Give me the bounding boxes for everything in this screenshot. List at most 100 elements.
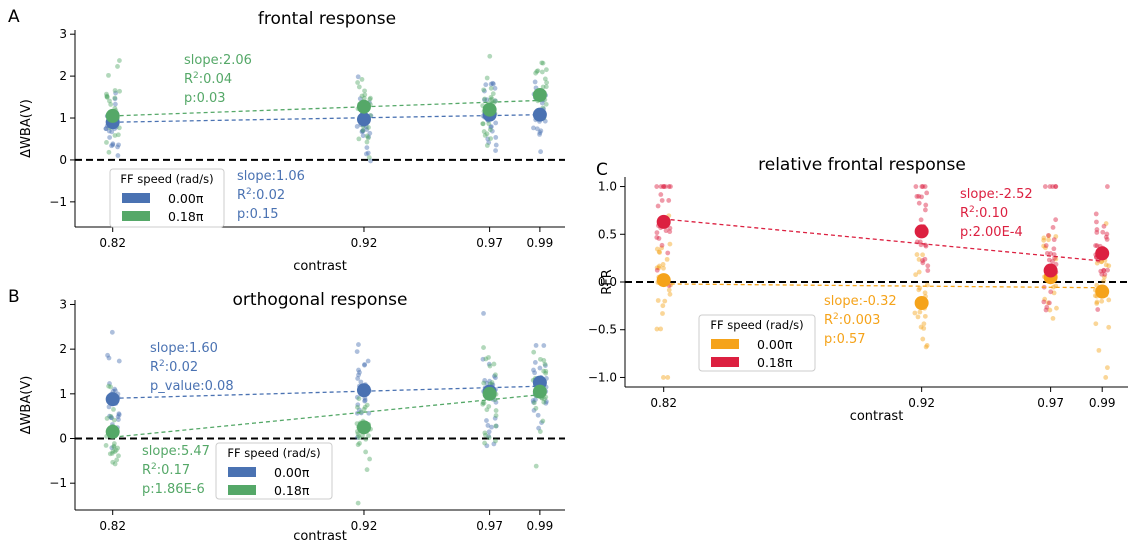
data-point (484, 97, 490, 103)
data-point (116, 125, 122, 131)
data-point (366, 433, 371, 439)
legend: FF speed (rad/s) 0.00π 0.18π (698, 314, 816, 372)
data-point (107, 135, 113, 140)
data-point (355, 376, 361, 381)
data-point (109, 445, 115, 451)
data-point (917, 309, 923, 315)
stats-text: p_value:0.08 (150, 379, 234, 394)
stats-text: p:0.57 (824, 332, 866, 347)
data-point (667, 229, 673, 235)
mean-marker (532, 384, 547, 399)
data-point (543, 101, 549, 107)
data-point (922, 290, 928, 296)
data-point (540, 84, 546, 90)
data-point (1101, 223, 1107, 229)
data-point (664, 256, 670, 262)
data-point (355, 435, 360, 440)
data-point (493, 408, 499, 413)
y-axis-label: ΔWBA(V) (19, 376, 34, 435)
data-point (1053, 234, 1059, 239)
data-point (491, 441, 497, 447)
data-point (667, 241, 673, 247)
data-point (357, 440, 362, 446)
data-point (1041, 237, 1047, 243)
chart-title: orthogonal response (233, 290, 408, 310)
data-point (116, 412, 122, 418)
data-point (920, 336, 926, 342)
data-point (362, 92, 368, 98)
data-point (360, 128, 365, 134)
data-point (925, 263, 931, 269)
data-point (537, 132, 542, 137)
panel-letter: A (8, 7, 20, 27)
data-point (543, 400, 549, 406)
data-point (365, 358, 371, 364)
data-point (109, 450, 115, 456)
y-tick-label: 3 (59, 297, 67, 311)
fit-line-green (112, 394, 540, 438)
data-point (483, 432, 488, 438)
data-point (531, 125, 536, 131)
x-tick-label: 0.82 (99, 519, 126, 533)
data-point (115, 414, 121, 420)
data-point (117, 58, 122, 63)
data-point (1099, 271, 1105, 277)
data-point (107, 451, 113, 457)
data-point (367, 96, 373, 102)
data-point (480, 356, 486, 362)
data-point (108, 415, 114, 421)
y-tick-label: 2 (59, 342, 67, 356)
data-point (485, 423, 491, 428)
data-point (1046, 300, 1052, 306)
data-point (542, 396, 547, 402)
data-point (354, 394, 360, 400)
data-point (367, 456, 373, 462)
data-point (355, 402, 361, 408)
data-point (355, 431, 361, 437)
data-point (363, 449, 369, 455)
data-point (654, 265, 660, 271)
data-point (368, 95, 373, 101)
mean-marker (356, 99, 371, 114)
stats-text: slope:1.06 (237, 169, 305, 184)
y-tick-label: 0 (59, 432, 67, 446)
data-point (1047, 307, 1053, 313)
stats-text: R2:0.02 (237, 187, 285, 203)
data-point (358, 379, 364, 385)
x-tick-label: 0.92 (351, 519, 378, 533)
data-point (667, 225, 673, 231)
data-point (668, 184, 673, 189)
data-point (109, 143, 114, 149)
data-point (542, 76, 548, 82)
data-point (920, 260, 926, 266)
stats-text: p:2.00E-4 (960, 225, 1023, 240)
data-point (1104, 237, 1110, 242)
data-point (104, 94, 110, 100)
data-point (362, 362, 368, 367)
data-point (916, 287, 922, 293)
mean-marker (1095, 284, 1110, 299)
stats-text: slope:-2.52 (960, 187, 1033, 202)
data-point (488, 97, 493, 103)
data-point (1041, 299, 1047, 305)
x-axis-label: contrast (850, 409, 904, 424)
legend-title: FF speed (rad/s) (710, 318, 803, 332)
data-point (107, 98, 112, 104)
data-point (110, 459, 116, 465)
data-point (1042, 296, 1048, 302)
data-point (366, 125, 371, 130)
data-point (533, 463, 539, 469)
y-tick-label: 0 (59, 153, 67, 167)
data-point (116, 453, 121, 459)
data-point (541, 358, 547, 363)
data-point (665, 375, 671, 380)
legend-label: 0.18π (168, 209, 204, 224)
data-point (115, 64, 120, 69)
data-point (364, 127, 370, 132)
data-point (482, 378, 488, 383)
x-tick-label: 0.99 (1089, 396, 1116, 410)
legend-swatch (228, 467, 256, 477)
data-point (921, 325, 927, 331)
data-point (920, 184, 926, 189)
data-point (491, 361, 497, 367)
